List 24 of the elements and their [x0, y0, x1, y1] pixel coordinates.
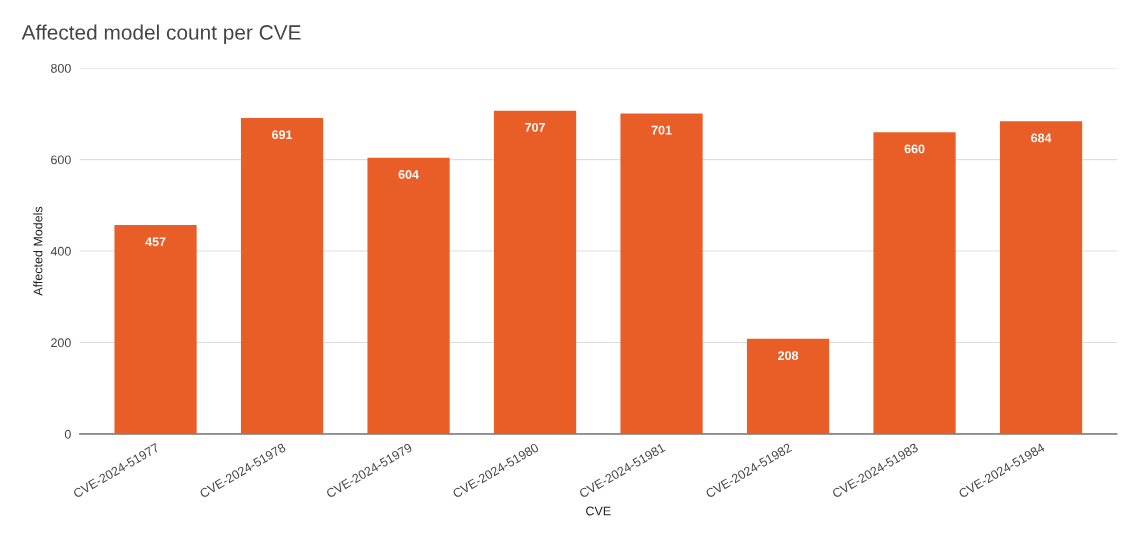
y-tick-label: 400: [50, 246, 71, 256]
data-label: 208: [778, 351, 799, 360]
x-axis-title: CVE: [586, 506, 611, 516]
bar: [873, 132, 956, 434]
data-label: 691: [272, 130, 293, 140]
data-label: 604: [398, 170, 419, 179]
bar: [114, 224, 197, 434]
bar: [493, 110, 577, 434]
y-tick-label: 0: [64, 429, 71, 439]
y-axis-title: Affected Models: [33, 206, 43, 296]
data-label: 701: [651, 125, 672, 135]
bar: [746, 338, 830, 434]
y-tick-label: 800: [51, 63, 71, 73]
data-label: 684: [1031, 133, 1052, 143]
data-label: 457: [145, 237, 166, 247]
bar: [367, 157, 450, 434]
data-label: 707: [525, 122, 545, 132]
chart-title: Affected model count per CVE: [21, 24, 301, 44]
bar: [999, 121, 1083, 434]
y-tick-label: 600: [51, 155, 71, 165]
bar: [620, 113, 703, 434]
data-label: 660: [904, 144, 925, 154]
y-tick-label: 200: [51, 338, 71, 348]
bar: [240, 117, 324, 434]
